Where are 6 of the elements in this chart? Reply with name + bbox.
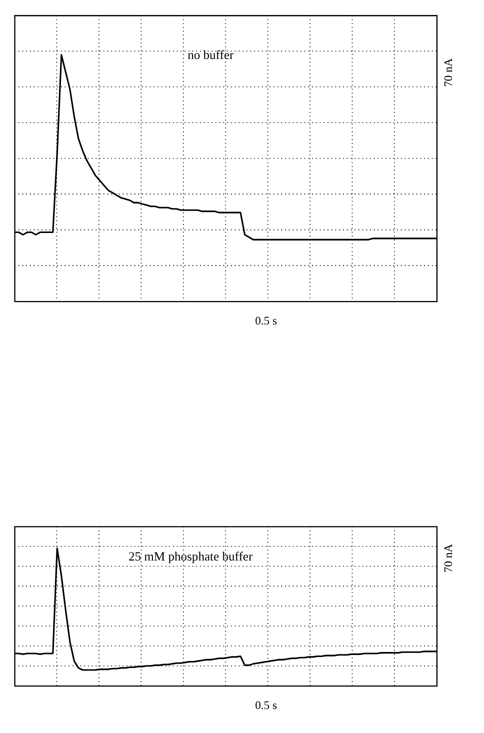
text: 70 nA [442, 58, 456, 87]
text: 0.5 s [255, 698, 278, 712]
annotation: no buffer [188, 48, 235, 62]
annotation: 25 mM phosphate buffer [128, 550, 254, 564]
text: 0.5 s [255, 314, 278, 328]
text: 70 nA [442, 543, 456, 573]
